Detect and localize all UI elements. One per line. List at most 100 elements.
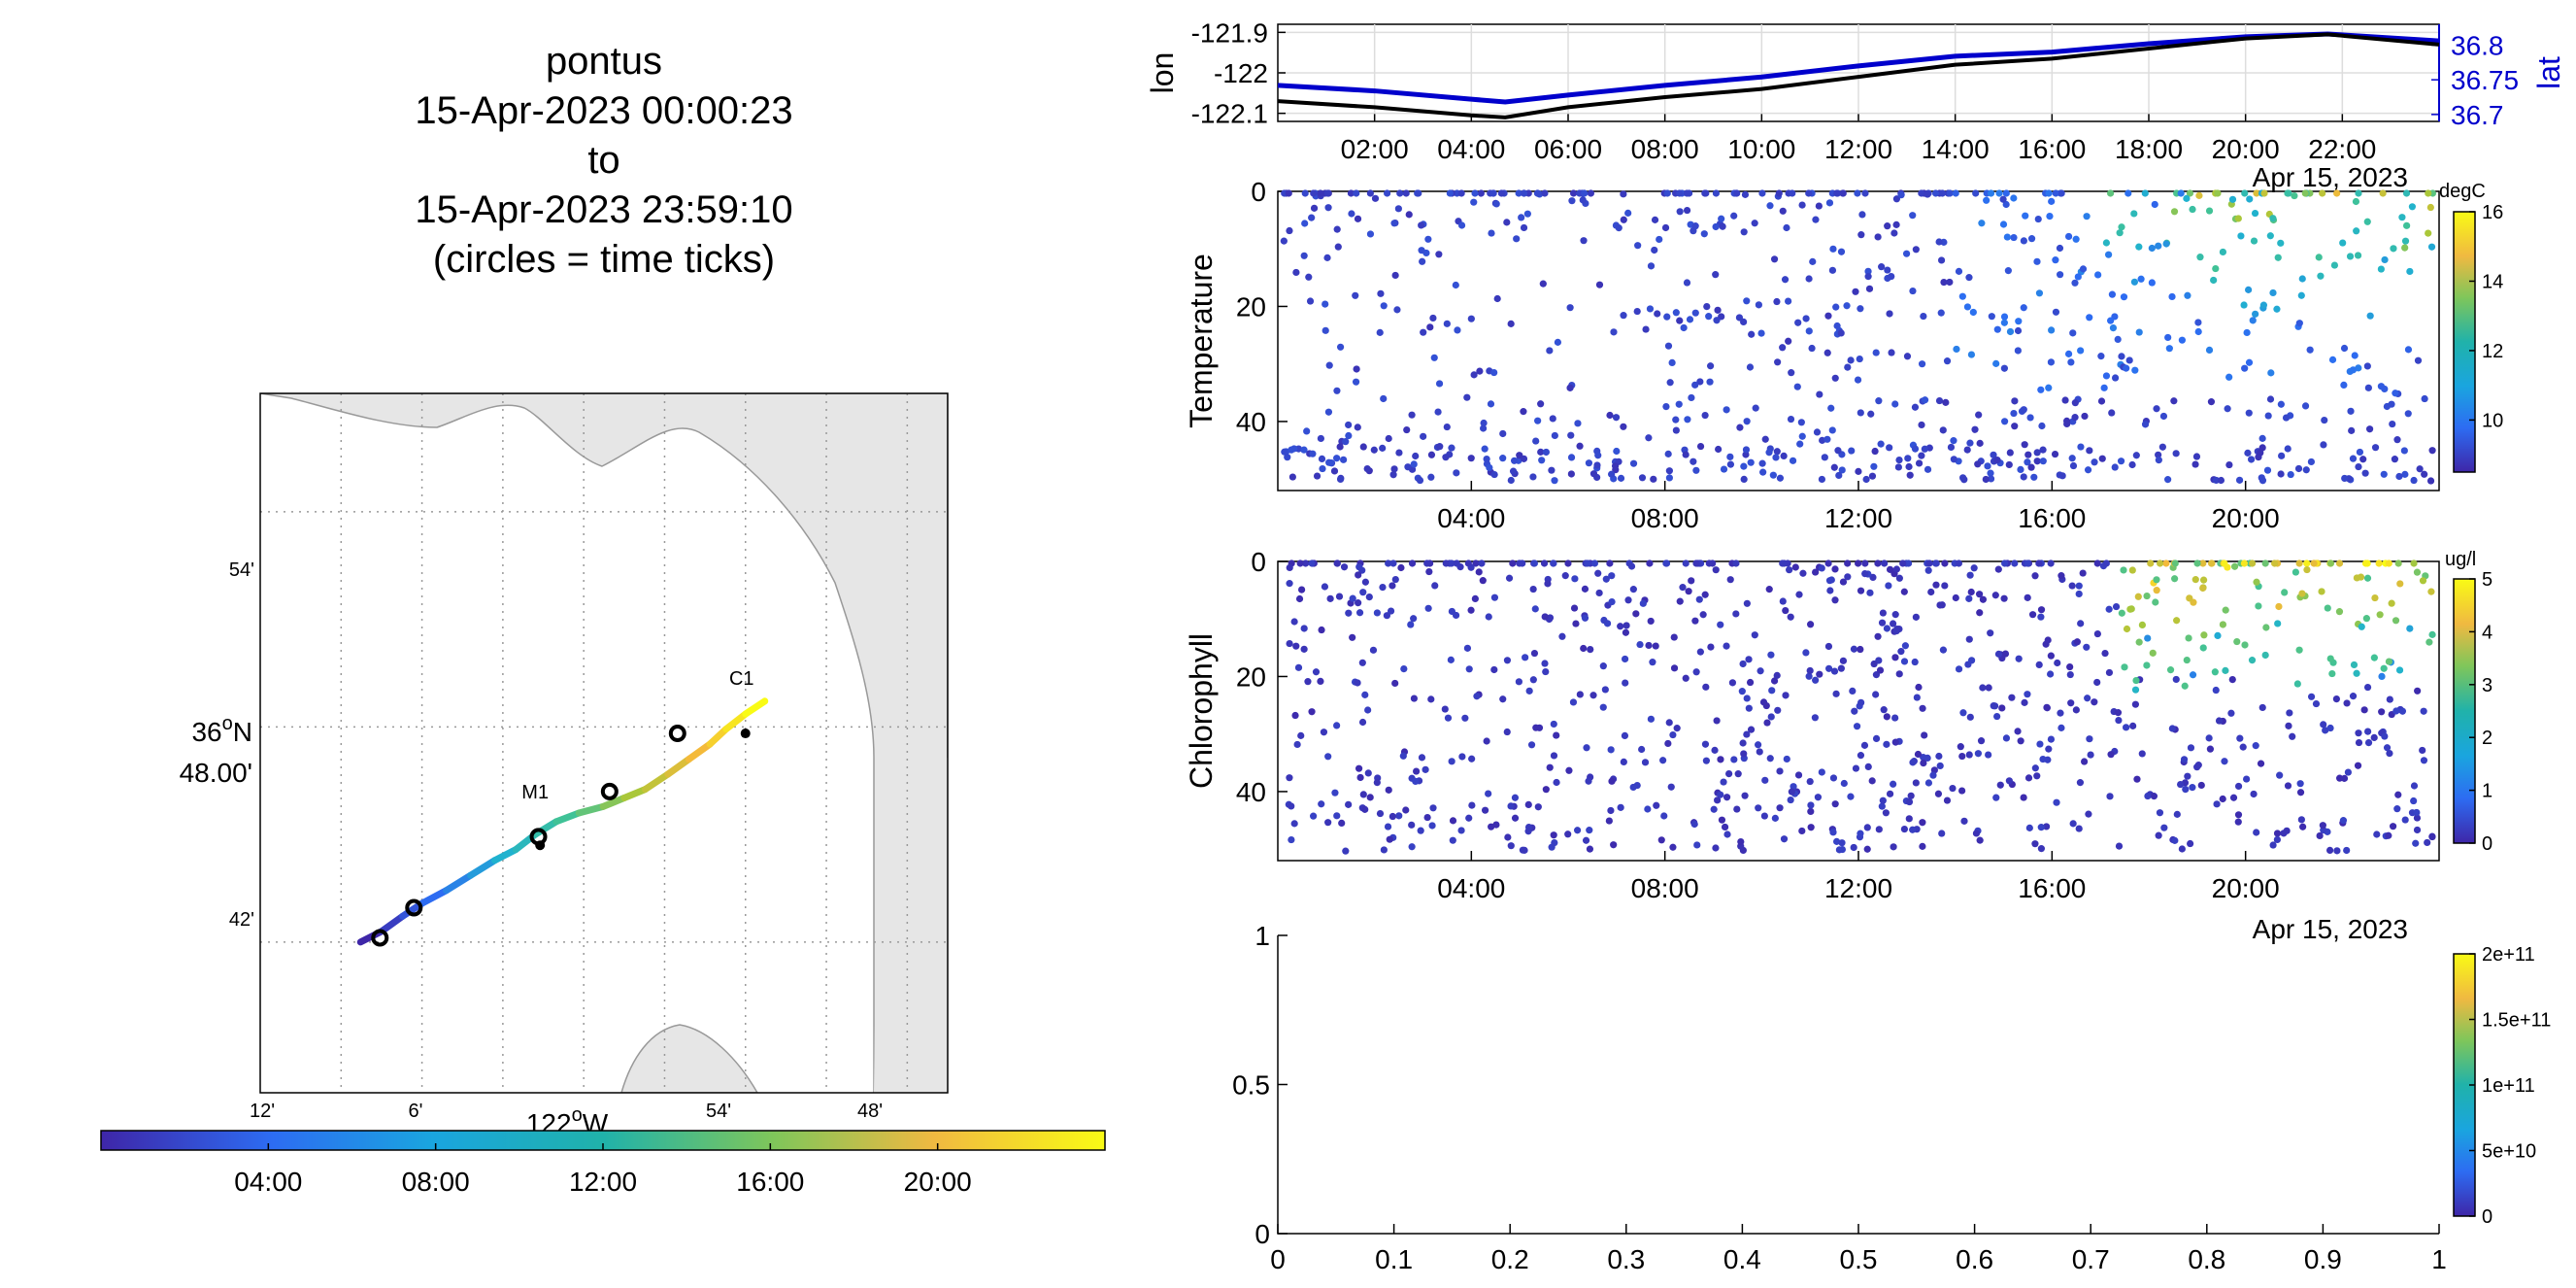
chlorophyll-sample [1726,576,1734,584]
temperature-sample [1638,474,1647,482]
chlorophyll-sample [2364,739,2373,747]
temperature-sample [1713,317,1721,324]
chlorophyll-sample [1522,654,1529,661]
chlorophyll-sample [2115,842,2124,850]
empty-cbar-tick-label: 1e+11 [2482,1075,2535,1097]
temperature-sample [2057,271,2064,279]
time-tick-label: 20:00 [2212,873,2280,903]
temperature-sample [1701,411,1709,420]
temperature-sample [1354,424,1361,431]
chlorophyll-sample [1664,739,1672,748]
chlorophyll-sample [1755,741,1762,749]
temperature-sample [2263,466,2272,474]
temperature-sample [2355,189,2362,197]
chlorophyll-sample [2181,682,2189,690]
temperature-sample [1317,189,1324,197]
chlorophyll-sample [1786,566,1793,574]
temperature-sample [1324,204,1332,212]
temperature-sample [2000,364,2008,372]
lonlat-xtick-label: 02:00 [1341,134,1409,164]
temperature-sample [2258,444,2266,452]
temperature-sample [2100,384,2108,391]
temperature-sample [1918,360,1926,368]
chlorophyll-sample [1733,805,1741,813]
chlorophyll-sample [1389,559,1397,567]
chlorophyll-sample [1355,599,1362,607]
chlorophyll-sample [1605,817,1613,825]
chlorophyll-sample [2017,737,2024,745]
temperature-sample [2410,476,2418,485]
temperature-sample [1946,278,1954,287]
temperature-sample [2094,271,2102,279]
temperature-sample [1548,466,1556,474]
chlorophyll-sample [1909,826,1917,833]
chlorophyll-sample [1851,707,1858,715]
temperature-sample [2058,472,2066,480]
chlorophyll-sample [1534,803,1542,811]
temperature-sample [2401,470,2409,478]
chlorophyll-sample [1667,783,1675,791]
temperature-sample [1712,189,1721,197]
chlorophyll-sample [2199,576,2208,584]
temperature-sample [1567,431,1575,439]
chlorophyll-sample [2339,817,2348,825]
lat-tick-42: 42' [229,909,254,931]
temperature-sample [1345,421,1353,429]
chlorophyll-sample [2385,559,2392,567]
chlorophyll-sample [2126,605,2134,613]
chlorophyll-sample [1723,830,1731,838]
lat-series-line [1277,31,2440,105]
chlorophyll-sample [1824,559,1832,567]
chlorophyll-sample [1338,819,1346,828]
chlorophyll-sample [2320,721,2327,729]
temperature-sample [2006,449,2014,457]
chlorophyll-sample [1317,677,1324,686]
temperature-sample [1663,189,1671,197]
temperature-sample [1390,220,1398,227]
temperature-sample [1483,455,1490,463]
temperature-sample [1824,312,1832,320]
temperature-sample [2017,465,2024,474]
chlorophyll-sample [1465,814,1473,822]
chlorophyll-sample [2413,814,2422,822]
temperature-sample [1476,367,1484,375]
temperature-sample [1751,220,1758,227]
chlorophyll-sample [1550,720,1557,729]
chlorophyll-cbar-tick-label: 2 [2482,728,2492,749]
temperature-sample [2346,253,2355,260]
temperature-sample [2380,470,2388,478]
chlorophyll-sample [2171,559,2179,567]
chlorophyll-sample [2073,638,2081,646]
chlorophyll-sample [1751,631,1758,639]
chlorophyll-sample [2037,824,2045,831]
chlorophyll-sample [2269,841,2277,849]
chlorophyll-sample [1304,678,1312,686]
chlorophyll-sample [2312,699,2321,708]
temperature-sample [1490,470,1498,479]
chlorophyll-sample [2233,637,2241,646]
chlorophyll-sample [2037,845,2045,853]
chlorophyll-sample [2122,724,2130,731]
empty-xtick-label: 0.3 [1607,1244,1645,1274]
chlorophyll-sample [1783,755,1790,763]
temperature-sample [1301,189,1309,197]
temperature-sample [1576,442,1584,450]
lonlat-ylabel-right: lat [2531,56,2566,89]
temperature-sample [1830,463,1838,471]
temperature-sample [2052,308,2060,316]
temperature-sample [1818,475,1826,484]
chlorophyll-sample [1361,805,1369,813]
chlorophyll-sample [2186,594,2193,602]
chlorophyll-sample [2075,825,2083,832]
temperature-sample [1911,445,1920,453]
temperature-sample [2011,423,2019,430]
temperature-sample [1682,451,1689,458]
chlorophyll-sample [2021,698,2028,706]
chlorophyll-sample [1745,704,1753,712]
chlorophyll-sample [2271,559,2279,567]
temperature-sample [2164,333,2172,342]
temperature-sample [2192,453,2201,460]
time-colorbar-tick-label: 08:00 [402,1167,470,1197]
chlorophyll-sample [1647,715,1656,723]
